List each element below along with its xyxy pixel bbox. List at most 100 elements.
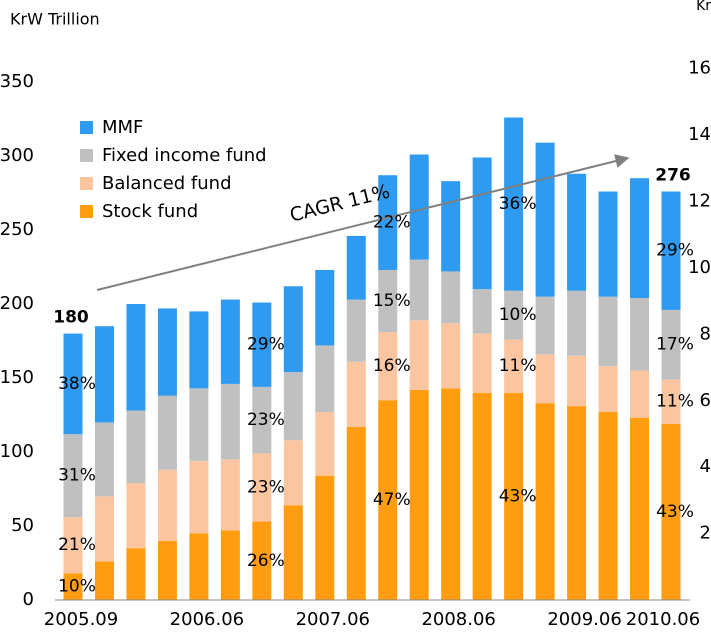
share-label: 11% bbox=[499, 356, 537, 376]
bar-segment bbox=[346, 299, 366, 362]
bar-segment bbox=[472, 289, 492, 334]
bar-segment bbox=[252, 302, 272, 387]
bar-segment bbox=[157, 395, 177, 470]
bar-segment bbox=[189, 388, 209, 461]
bar-segment bbox=[126, 410, 146, 484]
bar-segment bbox=[220, 459, 240, 531]
bar-segment bbox=[567, 355, 587, 407]
bar-segment bbox=[630, 370, 650, 418]
bar-segment bbox=[63, 517, 83, 574]
legend-swatch bbox=[80, 149, 93, 162]
share-label: 36% bbox=[499, 194, 537, 214]
bar-segment bbox=[630, 417, 650, 600]
y2-tick-label: 6 bbox=[700, 390, 711, 411]
bar-segment bbox=[126, 304, 146, 411]
y-tick-label: 150 bbox=[0, 367, 34, 388]
bar-segment bbox=[535, 403, 555, 600]
x-tick-label: 2009.06 bbox=[547, 609, 621, 630]
bar-segment bbox=[409, 320, 429, 390]
bar-segment bbox=[315, 269, 335, 346]
bar-segment bbox=[567, 406, 587, 600]
share-label: 43% bbox=[656, 502, 694, 522]
x-tick-label: 2008.06 bbox=[421, 609, 495, 630]
bar-segment bbox=[157, 540, 177, 600]
bar-segment bbox=[315, 412, 335, 476]
bar-segment bbox=[504, 392, 524, 600]
share-label: 21% bbox=[58, 535, 96, 555]
share-label: 23% bbox=[247, 478, 285, 498]
y-tick-label: 50 bbox=[11, 515, 34, 536]
bar-segment bbox=[63, 434, 83, 518]
bar-segment bbox=[567, 173, 587, 291]
bar-segment bbox=[252, 453, 272, 522]
bar-segment bbox=[220, 383, 240, 460]
legend-label: Balanced fund bbox=[102, 173, 232, 194]
bar-segment bbox=[189, 311, 209, 389]
y2-tick-label: 14 bbox=[688, 124, 711, 145]
bar-segment bbox=[630, 178, 650, 299]
bar-segment bbox=[94, 561, 114, 600]
legend-swatch bbox=[80, 121, 93, 134]
total-label: 276 bbox=[655, 166, 691, 186]
bar-segment bbox=[598, 191, 618, 297]
bar-segment bbox=[63, 573, 83, 600]
bar-segment bbox=[94, 326, 114, 423]
bar-segment bbox=[441, 388, 461, 600]
bar-segment bbox=[441, 271, 461, 324]
bar-segment bbox=[661, 423, 681, 600]
bar-segment bbox=[315, 475, 335, 600]
bar-segment bbox=[472, 157, 492, 290]
bar-segment bbox=[315, 345, 335, 413]
share-label: 15% bbox=[373, 291, 411, 311]
y2-tick-label: 12 bbox=[688, 191, 711, 212]
y2-tick-label: 16 bbox=[688, 58, 711, 79]
bar-segment bbox=[598, 296, 618, 367]
bar-segment bbox=[283, 505, 303, 600]
y2-tick-label: 10 bbox=[688, 257, 711, 278]
bar-segment bbox=[378, 332, 398, 401]
x-tick-label: 2007.06 bbox=[296, 609, 370, 630]
bar-segment bbox=[283, 286, 303, 373]
legend-label: Fixed income fund bbox=[102, 145, 267, 166]
share-label: 23% bbox=[247, 410, 285, 430]
bar-segment bbox=[472, 392, 492, 600]
y-tick-label: 200 bbox=[0, 293, 34, 314]
bar-segment bbox=[157, 469, 177, 541]
bar-segment bbox=[94, 422, 114, 497]
legend-label: Stock fund bbox=[102, 201, 198, 222]
bar-segment bbox=[409, 154, 429, 260]
y-axis-title: KrW Trillion bbox=[10, 10, 100, 29]
bar-segment bbox=[346, 235, 366, 300]
bar-segment bbox=[126, 483, 146, 549]
bar-segment bbox=[378, 269, 398, 333]
bar-segment bbox=[472, 333, 492, 393]
bar-segment bbox=[252, 521, 272, 600]
share-label: 29% bbox=[247, 335, 285, 355]
bar-segment bbox=[252, 386, 272, 454]
share-label: 26% bbox=[247, 551, 285, 571]
bar-segment bbox=[126, 548, 146, 600]
bar-segment bbox=[189, 460, 209, 534]
bar-segment bbox=[535, 296, 555, 355]
y-tick-label: 350 bbox=[0, 71, 34, 92]
bar-segment bbox=[189, 533, 209, 600]
bar-segment bbox=[346, 361, 366, 427]
total-label: 180 bbox=[53, 308, 89, 328]
bar-segment bbox=[441, 181, 461, 272]
legend-swatch bbox=[80, 177, 93, 190]
bar-segment bbox=[504, 290, 524, 340]
bar-segment bbox=[661, 191, 681, 310]
bar-segment bbox=[94, 496, 114, 562]
x-tick-label: 2010.06 bbox=[626, 609, 700, 630]
bar-segment bbox=[504, 117, 524, 291]
bar-segment bbox=[598, 412, 618, 600]
bar-segment bbox=[409, 389, 429, 600]
share-label: 43% bbox=[499, 486, 537, 506]
bar-segment bbox=[661, 379, 681, 424]
share-label: 29% bbox=[656, 241, 694, 261]
share-label: 17% bbox=[656, 335, 694, 355]
bar-segment bbox=[598, 366, 618, 413]
bar-segment bbox=[535, 142, 555, 297]
y-tick-label: 250 bbox=[0, 219, 34, 240]
